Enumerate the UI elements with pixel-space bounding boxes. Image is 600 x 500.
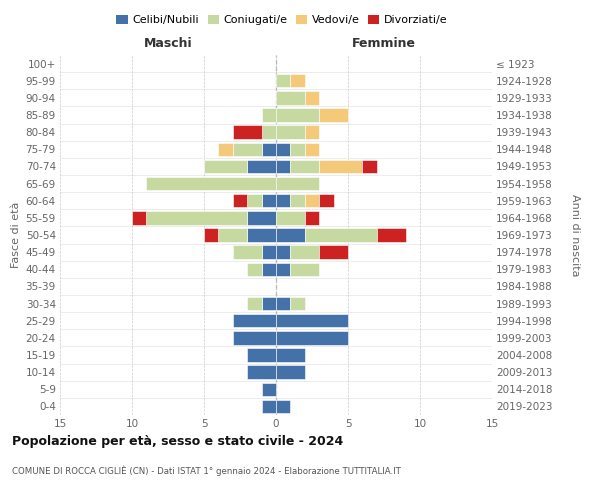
Bar: [305, 126, 319, 139]
Bar: [262, 108, 276, 122]
Text: Femmine: Femmine: [352, 37, 416, 50]
Bar: [233, 314, 276, 328]
Bar: [276, 194, 290, 207]
Bar: [247, 297, 262, 310]
Bar: [247, 262, 262, 276]
Bar: [276, 400, 290, 413]
Bar: [276, 262, 290, 276]
Bar: [218, 142, 233, 156]
Bar: [276, 246, 290, 259]
Bar: [319, 160, 362, 173]
Bar: [276, 297, 290, 310]
Bar: [262, 382, 276, 396]
Bar: [132, 211, 146, 224]
Bar: [204, 228, 218, 241]
Bar: [305, 228, 377, 241]
Bar: [319, 108, 348, 122]
Bar: [233, 331, 276, 344]
Bar: [276, 74, 290, 88]
Bar: [262, 194, 276, 207]
Bar: [305, 194, 319, 207]
Text: COMUNE DI ROCCA CIGLIÈ (CN) - Dati ISTAT 1° gennaio 2024 - Elaborazione TUTTITAL: COMUNE DI ROCCA CIGLIÈ (CN) - Dati ISTAT…: [12, 465, 401, 475]
Bar: [276, 228, 305, 241]
Text: Maschi: Maschi: [143, 37, 193, 50]
Bar: [290, 142, 305, 156]
Bar: [276, 348, 305, 362]
Y-axis label: Anni di nascita: Anni di nascita: [569, 194, 580, 276]
Bar: [233, 142, 262, 156]
Bar: [276, 160, 290, 173]
Bar: [290, 160, 319, 173]
Bar: [233, 194, 247, 207]
Bar: [276, 366, 305, 379]
Bar: [276, 142, 290, 156]
Text: Popolazione per età, sesso e stato civile - 2024: Popolazione per età, sesso e stato civil…: [12, 435, 343, 448]
Bar: [233, 126, 262, 139]
Bar: [377, 228, 406, 241]
Legend: Celibi/Nubili, Coniugati/e, Vedovi/e, Divorziati/e: Celibi/Nubili, Coniugati/e, Vedovi/e, Di…: [112, 10, 452, 30]
Bar: [218, 228, 247, 241]
Bar: [305, 211, 319, 224]
Bar: [262, 142, 276, 156]
Bar: [290, 297, 305, 310]
Bar: [290, 262, 319, 276]
Bar: [276, 314, 348, 328]
Bar: [247, 211, 276, 224]
Bar: [146, 211, 247, 224]
Bar: [276, 331, 348, 344]
Bar: [362, 160, 377, 173]
Bar: [290, 246, 319, 259]
Bar: [319, 246, 348, 259]
Bar: [204, 160, 247, 173]
Bar: [262, 400, 276, 413]
Bar: [276, 177, 319, 190]
Bar: [247, 194, 262, 207]
Bar: [146, 177, 276, 190]
Bar: [247, 348, 276, 362]
Bar: [276, 211, 305, 224]
Bar: [305, 142, 319, 156]
Bar: [262, 262, 276, 276]
Bar: [262, 297, 276, 310]
Bar: [319, 194, 334, 207]
Bar: [262, 246, 276, 259]
Bar: [262, 126, 276, 139]
Y-axis label: Fasce di età: Fasce di età: [11, 202, 22, 268]
Bar: [305, 91, 319, 104]
Bar: [276, 91, 305, 104]
Bar: [233, 246, 262, 259]
Bar: [276, 108, 319, 122]
Bar: [290, 194, 305, 207]
Bar: [290, 74, 305, 88]
Bar: [247, 160, 276, 173]
Bar: [276, 126, 305, 139]
Bar: [247, 366, 276, 379]
Bar: [247, 228, 276, 241]
